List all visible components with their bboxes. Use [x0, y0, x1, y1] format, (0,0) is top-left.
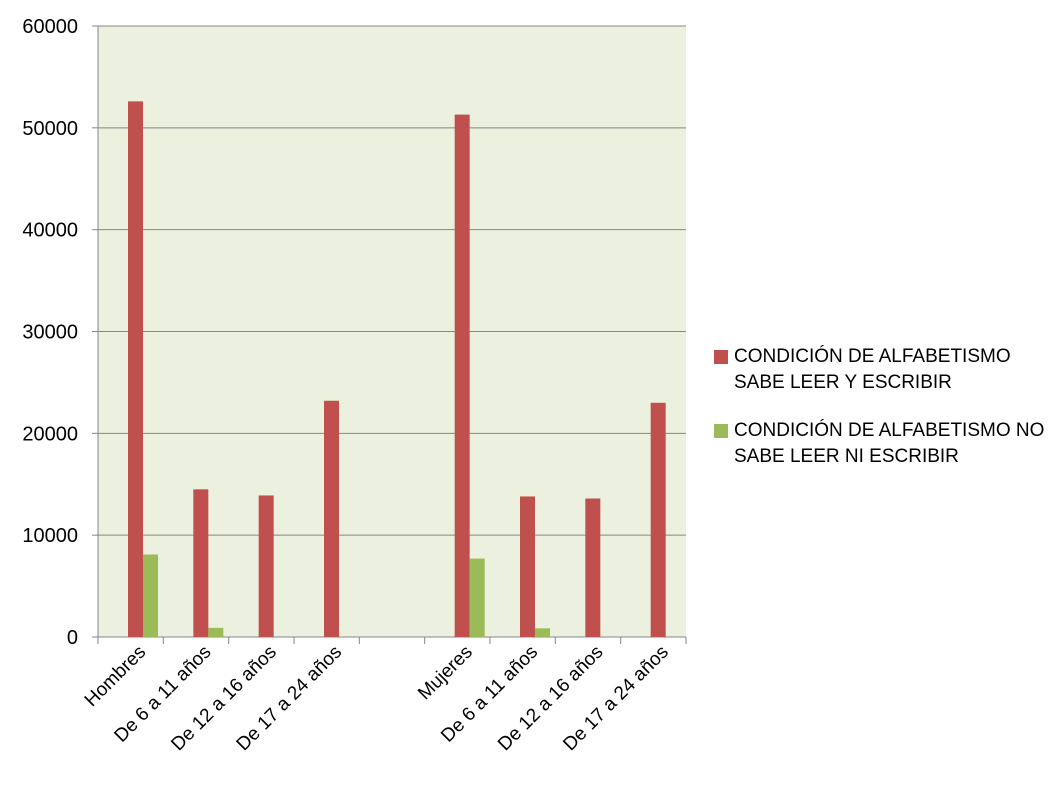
legend-item-series-2: CONDICIÓN DE ALFABETISMO NO SABE LEER NI…	[712, 418, 1057, 470]
bar-series-1	[128, 101, 143, 637]
y-tick-label: 50000	[22, 118, 78, 140]
legend-item-series-1: CONDICIÓN DE ALFABETISMO SABE LEER Y ESC…	[712, 344, 1057, 396]
x-tick-label: Hombres	[81, 642, 150, 711]
bar-series-2	[469, 558, 485, 637]
bar-series-1	[193, 489, 209, 637]
bar-series-1	[258, 495, 274, 637]
legend-swatch-series-2	[714, 424, 728, 438]
bar-series-1	[585, 498, 601, 637]
y-tick-label: 20000	[22, 423, 78, 445]
y-tick-label: 60000	[22, 16, 78, 38]
bar-series-1	[650, 402, 666, 637]
legend-swatch-series-1	[714, 350, 728, 364]
y-tick-label: 10000	[22, 525, 78, 547]
bar-series-1	[520, 496, 535, 637]
y-tick-label: 0	[67, 627, 78, 649]
bar-series-2	[535, 628, 550, 637]
chart-legend: CONDICIÓN DE ALFABETISMO SABE LEER Y ESC…	[712, 344, 1057, 492]
legend-label-series-2: CONDICIÓN DE ALFABETISMO NO SABE LEER NI…	[734, 420, 1045, 467]
x-tick-label: Mujeres	[414, 642, 477, 705]
legend-label-series-1: CONDICIÓN DE ALFABETISMO SABE LEER Y ESC…	[734, 346, 1011, 393]
y-tick-label: 40000	[22, 220, 78, 242]
bar-series-2	[208, 627, 224, 637]
y-tick-label: 30000	[22, 322, 78, 344]
bar-series-1	[324, 400, 339, 637]
bar-series-2	[143, 554, 158, 637]
bar-series-1	[454, 114, 470, 638]
